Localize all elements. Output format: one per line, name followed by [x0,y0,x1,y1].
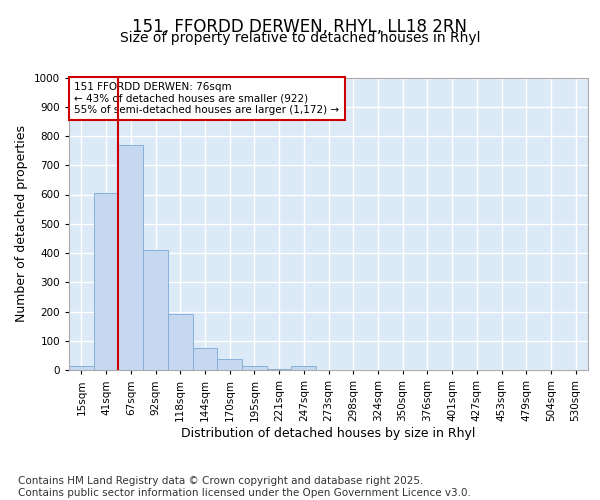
Bar [292,366,316,370]
Bar [267,368,292,370]
Bar [69,366,94,370]
Bar [118,145,143,370]
Bar [242,366,267,370]
Text: 151, FFORDD DERWEN, RHYL, LL18 2RN: 151, FFORDD DERWEN, RHYL, LL18 2RN [133,18,467,36]
Bar [143,250,168,370]
Bar [94,193,118,370]
Text: Size of property relative to detached houses in Rhyl: Size of property relative to detached ho… [120,31,480,45]
Bar [217,359,242,370]
Bar [193,348,217,370]
Y-axis label: Number of detached properties: Number of detached properties [15,125,28,322]
Text: 151 FFORDD DERWEN: 76sqm
← 43% of detached houses are smaller (922)
55% of semi-: 151 FFORDD DERWEN: 76sqm ← 43% of detach… [74,82,340,115]
X-axis label: Distribution of detached houses by size in Rhyl: Distribution of detached houses by size … [181,426,476,440]
Bar [168,314,193,370]
Text: Contains HM Land Registry data © Crown copyright and database right 2025.
Contai: Contains HM Land Registry data © Crown c… [18,476,471,498]
